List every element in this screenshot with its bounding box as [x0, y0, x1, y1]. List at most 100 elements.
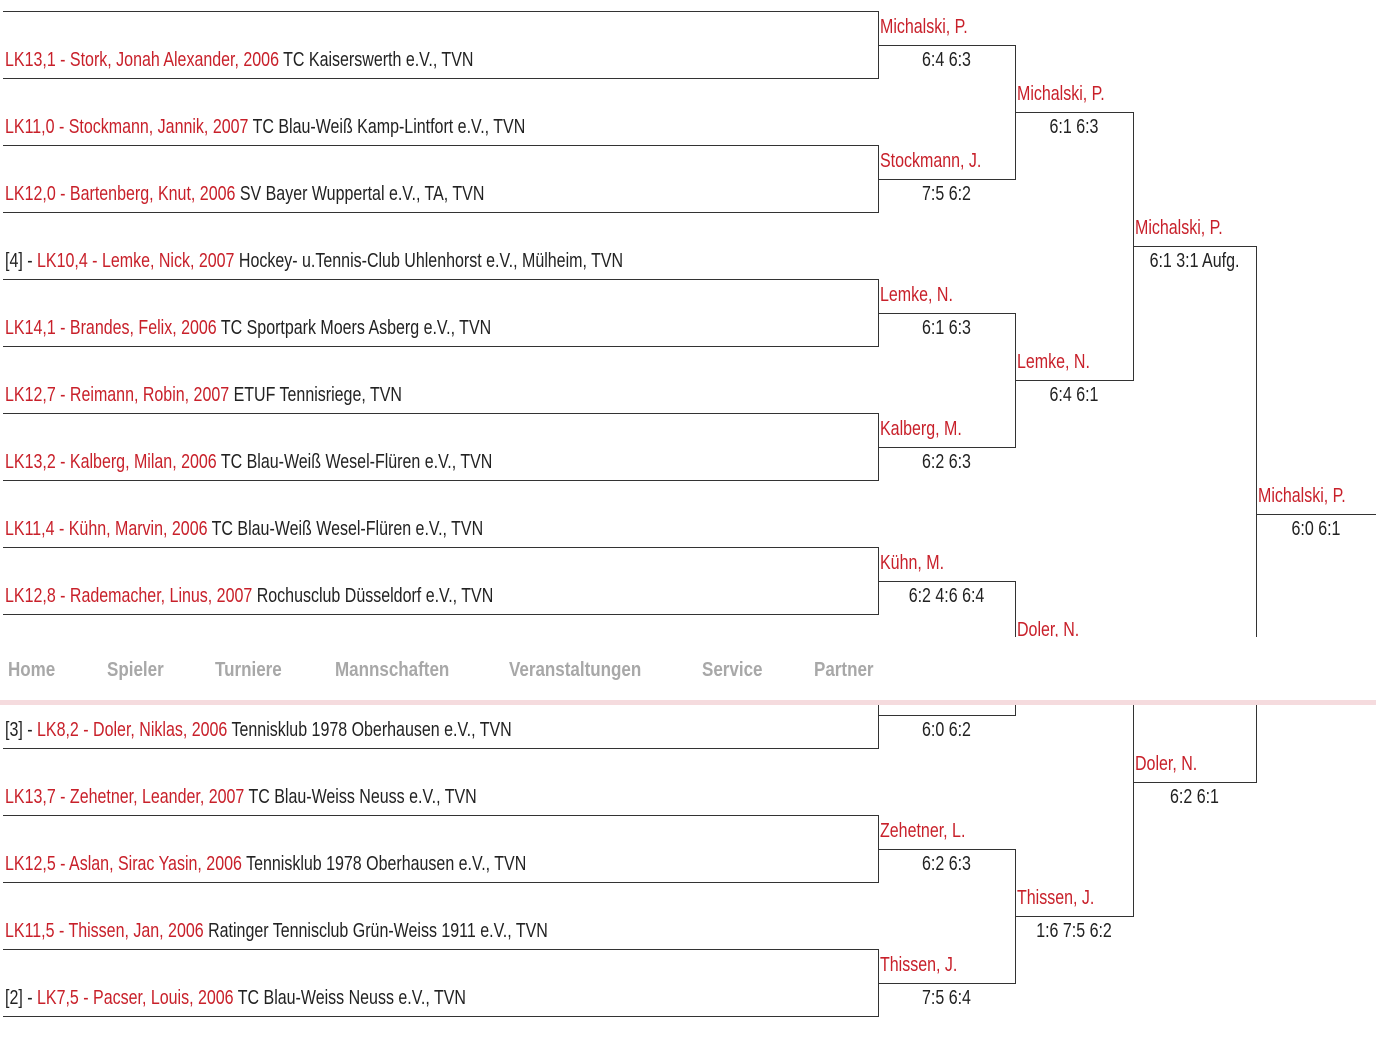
score: 6:0 6:2 [892, 719, 1002, 741]
bracket-line [3, 949, 878, 950]
bracket-line [3, 78, 878, 79]
bracket-line [878, 714, 1015, 716]
club: TC Blau-Weiß Kamp-Lintfort e.V., TVN [252, 116, 526, 138]
player-name: LK8,2 - Doler, Niklas, 2006 [37, 719, 228, 741]
bracket-line [3, 212, 878, 213]
player-row: LK13,2 - Kalberg, Milan, 2006 TC Blau-We… [5, 451, 492, 473]
winner-name: Michalski, P. [1017, 82, 1105, 105]
winner: Thissen, J. [1017, 887, 1094, 909]
score-text: 6:1 3:1 Aufg. [1149, 249, 1240, 272]
bracket-line [878, 580, 1015, 582]
player-name: LK13,1 - Stork, Jonah Alexander, 2006 [5, 49, 279, 71]
winner-name: Zehetner, L. [880, 819, 966, 842]
score-text: 6:1 6:3 [1049, 115, 1099, 138]
score: 6:4 6:1 [1027, 384, 1121, 406]
player-name: LK13,7 - Zehetner, Leander, 2007 [5, 786, 245, 808]
bracket-line [1015, 915, 1133, 917]
bracket-line [3, 346, 878, 347]
nav-label[interactable]: Spieler [107, 659, 164, 681]
score-text: 6:0 6:2 [922, 718, 971, 741]
winner: Kühn, M. [880, 552, 944, 574]
winner: Zehetner, L. [880, 820, 965, 842]
bracket-line [3, 279, 878, 280]
score-text: 6:2 6:3 [922, 852, 971, 875]
player-name: LK12,5 - Aslan, Sirac Yasin, 2006 [5, 853, 242, 875]
club: TC Blau-Weiß Wesel-Flüren e.V., TVN [211, 518, 484, 540]
score: 6:1 6:3 [1027, 116, 1121, 138]
score-text: 6:1 6:3 [922, 316, 971, 339]
seed: [2] - [5, 987, 33, 1009]
club: TC Blau-Weiss Neuss e.V., TVN [248, 786, 477, 808]
player-name: LK12,8 - Rademacher, Linus, 2007 [5, 585, 253, 607]
bracket-line [1015, 379, 1133, 381]
nav-item[interactable]: Partner [814, 659, 874, 682]
winner: Lemke, N. [880, 284, 953, 306]
player-row: LK13,7 - Zehetner, Leander, 2007 TC Blau… [5, 786, 477, 808]
nav-item[interactable]: Spieler [107, 659, 164, 682]
winner: Michalski, P. [1017, 83, 1105, 105]
nav-label[interactable]: Mannschaften [335, 659, 450, 681]
bracket-line [3, 413, 878, 414]
winner-name: Doler, N. [1017, 618, 1080, 641]
player-row: LK11,0 - Stockmann, Jannik, 2007 TC Blau… [5, 116, 525, 138]
bracket-line [3, 748, 878, 749]
club: TC Blau-Weiß Wesel-Flüren e.V., TVN [220, 451, 493, 473]
winner: Lemke, N. [1017, 351, 1090, 373]
winner-name: Michalski, P. [1258, 484, 1346, 507]
winner: Michalski, P. [1258, 485, 1346, 507]
bracket-line [1015, 111, 1133, 113]
nav-bar: Home Spieler Turniere Mannschaften Veranstal… [0, 637, 1376, 705]
score-text: 6:4 6:3 [922, 48, 971, 71]
score: 6:1 3:1 Aufg. [1145, 250, 1243, 272]
club: TC Blau-Weiss Neuss e.V., TVN [237, 987, 466, 1009]
nav-item[interactable]: Mannschaften [335, 659, 449, 682]
score: 6:2 6:3 [892, 853, 1002, 875]
player-name: LK14,1 - Brandes, Felix, 2006 [5, 317, 217, 339]
player-name: LK11,5 - Thissen, Jan, 2006 [5, 920, 204, 942]
winner-name: Michalski, P. [1135, 216, 1223, 239]
nav-label[interactable]: Partner [814, 659, 874, 681]
score: 6:2 6:3 [892, 451, 1002, 473]
club: SV Bayer Wuppertal e.V., TA, TVN [239, 183, 485, 205]
score-text: 6:0 6:1 [1291, 517, 1341, 540]
winner: Kalberg, M. [880, 418, 962, 440]
winner-name: Michalski, P. [880, 15, 968, 38]
bracket-line [1256, 513, 1376, 515]
bracket-line [3, 145, 878, 146]
winner-name: Stockmann, J. [880, 149, 982, 172]
nav-item[interactable]: Veranstaltungen [509, 659, 641, 682]
nav-item[interactable]: Service [702, 659, 762, 682]
player-row: LK12,8 - Rademacher, Linus, 2007 Rochusc… [5, 585, 493, 607]
winner-name: Thissen, J. [880, 953, 958, 976]
seed: [3] - [5, 719, 33, 741]
seed: [4] - [5, 250, 33, 272]
bracket-line [3, 547, 878, 548]
player-row: LK12,5 - Aslan, Sirac Yasin, 2006 Tennis… [5, 853, 526, 875]
player-row: LK11,4 - Kühn, Marvin, 2006 TC Blau-Weiß… [5, 518, 483, 540]
bracket-line [3, 614, 878, 615]
score-text: 1:6 7:5 6:2 [1036, 919, 1112, 942]
bracket-line [1133, 245, 1256, 247]
club: TC Sportpark Moers Asberg e.V., TVN [220, 317, 492, 339]
player-row: LK12,0 - Bartenberg, Knut, 2006 SV Bayer… [5, 183, 484, 205]
winner-name: Doler, N. [1135, 752, 1198, 775]
score: 6:0 6:1 [1268, 518, 1364, 540]
nav-item[interactable]: Turniere [215, 659, 282, 682]
player-row: [4] - LK10,4 - Lemke, Nick, 2007 Hockey-… [5, 250, 623, 272]
score: 7:5 6:4 [892, 987, 1002, 1009]
player-row: LK14,1 - Brandes, Felix, 2006 TC Sportpa… [5, 317, 491, 339]
nav-label[interactable]: Turniere [215, 659, 282, 681]
player-name: LK13,2 - Kalberg, Milan, 2006 [5, 451, 217, 473]
bracket-line [878, 44, 1015, 46]
winner: Doler, N. [1135, 753, 1197, 775]
nav-label[interactable]: Service [702, 659, 763, 681]
score-text: 6:2 4:6 6:4 [908, 584, 985, 607]
nav-label[interactable]: Home [8, 659, 56, 681]
bracket-line [878, 982, 1015, 984]
nav-label[interactable]: Veranstaltungen [509, 659, 642, 681]
nav-item[interactable]: Home [8, 659, 55, 682]
score: 6:2 4:6 6:4 [892, 585, 1002, 607]
score-text: 6:4 6:1 [1049, 383, 1099, 406]
bracket-line [878, 312, 1015, 314]
